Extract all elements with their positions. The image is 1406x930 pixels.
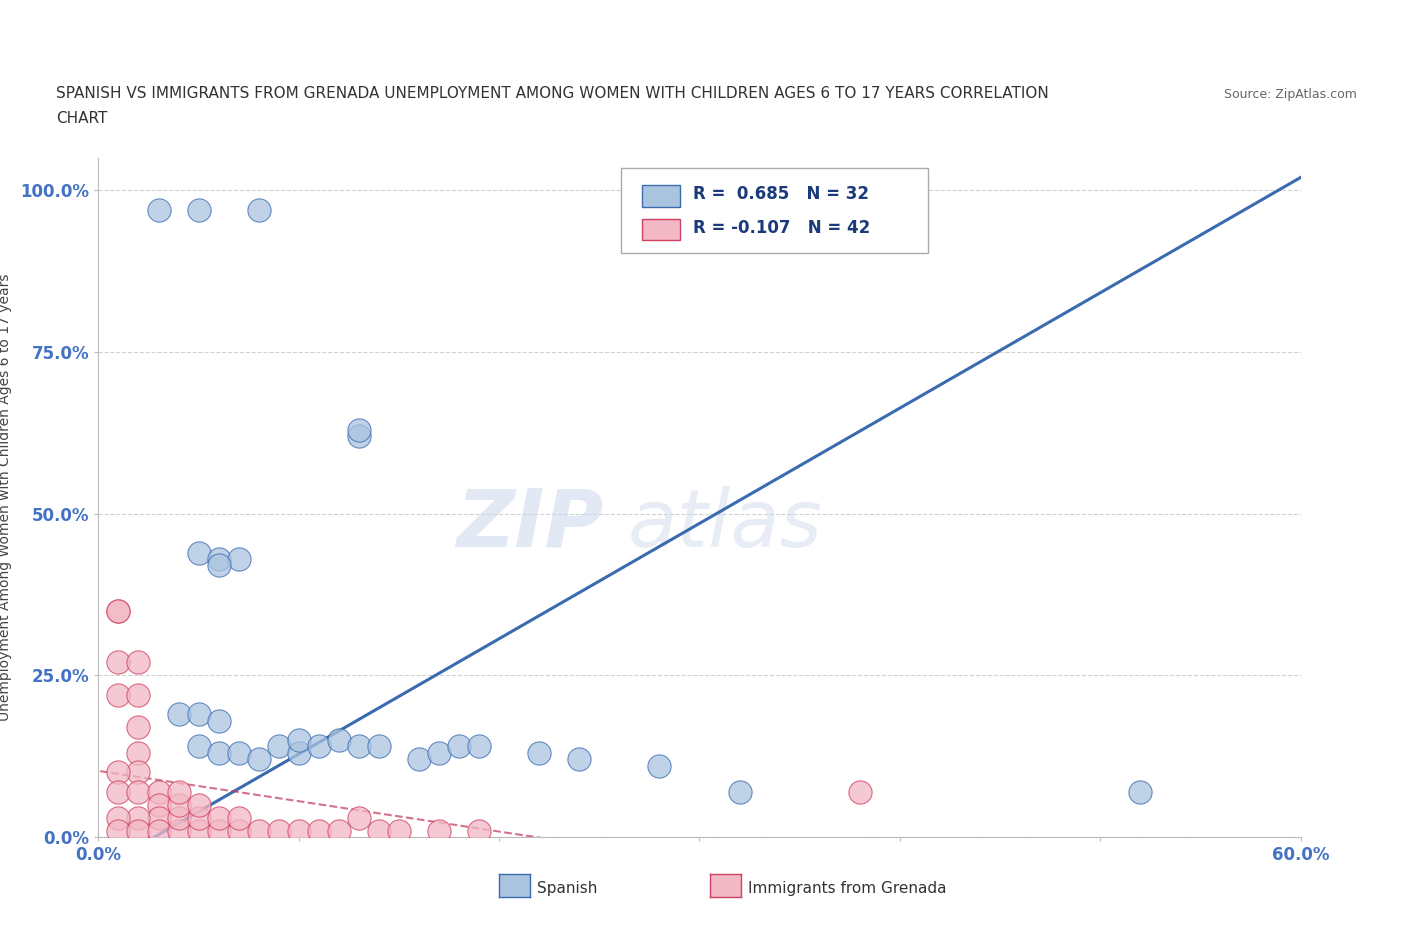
Point	[468, 739, 491, 754]
Point	[128, 720, 150, 735]
Text: Spanish: Spanish	[537, 881, 598, 896]
Text: Immigrants from Grenada: Immigrants from Grenada	[748, 881, 946, 896]
Point	[187, 797, 209, 812]
Point	[107, 604, 129, 618]
Point	[228, 746, 250, 761]
Point	[468, 823, 491, 838]
Point	[148, 784, 170, 799]
Point	[128, 810, 150, 825]
Point	[247, 752, 270, 767]
Bar	[641, 219, 681, 240]
Point	[288, 733, 311, 748]
Point	[107, 784, 129, 799]
Point	[128, 655, 150, 670]
Point	[107, 764, 129, 779]
Point	[408, 752, 430, 767]
Point	[308, 823, 330, 838]
Point	[208, 558, 231, 573]
Point	[167, 797, 190, 812]
Point	[728, 784, 751, 799]
Point	[447, 739, 470, 754]
Point	[347, 429, 370, 444]
Point	[328, 733, 350, 748]
Point	[148, 203, 170, 218]
Point	[187, 203, 209, 218]
Point	[368, 739, 391, 754]
Point	[568, 752, 591, 767]
Point	[288, 746, 311, 761]
Point	[208, 823, 231, 838]
Point	[849, 784, 872, 799]
Point	[267, 823, 290, 838]
Point	[187, 545, 209, 560]
Point	[208, 551, 231, 566]
Point	[308, 739, 330, 754]
Point	[427, 823, 450, 838]
Point	[167, 784, 190, 799]
Point	[208, 713, 231, 728]
Text: R = -0.107   N = 42: R = -0.107 N = 42	[693, 219, 870, 237]
Text: ZIP: ZIP	[456, 485, 603, 564]
Point	[228, 551, 250, 566]
Point	[529, 746, 551, 761]
FancyBboxPatch shape	[621, 168, 928, 253]
Point	[167, 823, 190, 838]
Point	[187, 810, 209, 825]
Point	[328, 823, 350, 838]
Point	[107, 687, 129, 702]
Point	[128, 746, 150, 761]
Point	[128, 764, 150, 779]
Point	[1129, 784, 1152, 799]
Point	[107, 823, 129, 838]
Point	[247, 823, 270, 838]
Point	[648, 759, 671, 774]
Point	[247, 203, 270, 218]
Point	[148, 823, 170, 838]
Point	[288, 823, 311, 838]
Text: SPANISH VS IMMIGRANTS FROM GRENADA UNEMPLOYMENT AMONG WOMEN WITH CHILDREN AGES 6: SPANISH VS IMMIGRANTS FROM GRENADA UNEMP…	[56, 86, 1049, 100]
Point	[208, 746, 231, 761]
Point	[128, 784, 150, 799]
Point	[208, 810, 231, 825]
Point	[148, 797, 170, 812]
Point	[107, 604, 129, 618]
Point	[107, 810, 129, 825]
Point	[128, 823, 150, 838]
Point	[128, 687, 150, 702]
Point	[228, 823, 250, 838]
Point	[167, 810, 190, 825]
Text: Source: ZipAtlas.com: Source: ZipAtlas.com	[1223, 87, 1357, 100]
Point	[368, 823, 391, 838]
Point	[187, 707, 209, 722]
Point	[347, 739, 370, 754]
Point	[167, 707, 190, 722]
Y-axis label: Unemployment Among Women with Children Ages 6 to 17 years: Unemployment Among Women with Children A…	[0, 273, 13, 722]
Point	[148, 810, 170, 825]
Point	[267, 739, 290, 754]
Point	[347, 422, 370, 437]
Bar	[641, 185, 681, 206]
Text: CHART: CHART	[56, 111, 108, 126]
Point	[347, 810, 370, 825]
Point	[427, 746, 450, 761]
Text: atlas: atlas	[627, 485, 823, 564]
Point	[228, 810, 250, 825]
Point	[107, 655, 129, 670]
Point	[187, 823, 209, 838]
Point	[388, 823, 411, 838]
Text: R =  0.685   N = 32: R = 0.685 N = 32	[693, 184, 869, 203]
Point	[187, 739, 209, 754]
